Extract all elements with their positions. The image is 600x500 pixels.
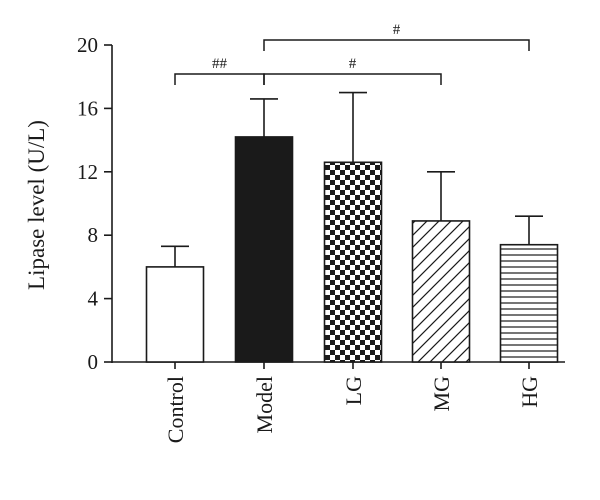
bar-control [145,266,205,363]
category-label-hg: HG [517,376,542,408]
y-tick-label: 0 [88,350,99,374]
category-label-mg: MG [429,376,454,412]
category-label-lg: LG [341,376,366,405]
y-tick-label: 12 [77,160,98,184]
significance-bracket [263,39,530,51]
category-label-group: Control Model LG MG HG [163,362,542,443]
bar-hg [499,243,559,363]
bar-model [234,136,294,363]
significance-label: ## [212,56,228,72]
y-axis-title: Lipase level (U/L) [24,120,49,290]
category-label-model: Model [252,376,277,433]
y-tick-label: 4 [88,287,99,311]
bar-lg [323,161,383,363]
bar-group [145,136,559,363]
y-tick-label: 20 [77,33,98,57]
significance-group: ## ## [174,22,530,85]
significance-label: # [393,22,401,38]
y-tick-label: 16 [77,96,98,120]
bar-mg [411,220,471,363]
significance-bracket [174,73,265,85]
y-tick-group: 0 4 8 12 16 20 [77,33,112,374]
significance-label: # [349,56,357,72]
category-label-control: Control [163,376,188,443]
significance-bracket [263,73,442,85]
error-bar-group [161,91,543,267]
y-tick-label: 8 [88,223,99,247]
